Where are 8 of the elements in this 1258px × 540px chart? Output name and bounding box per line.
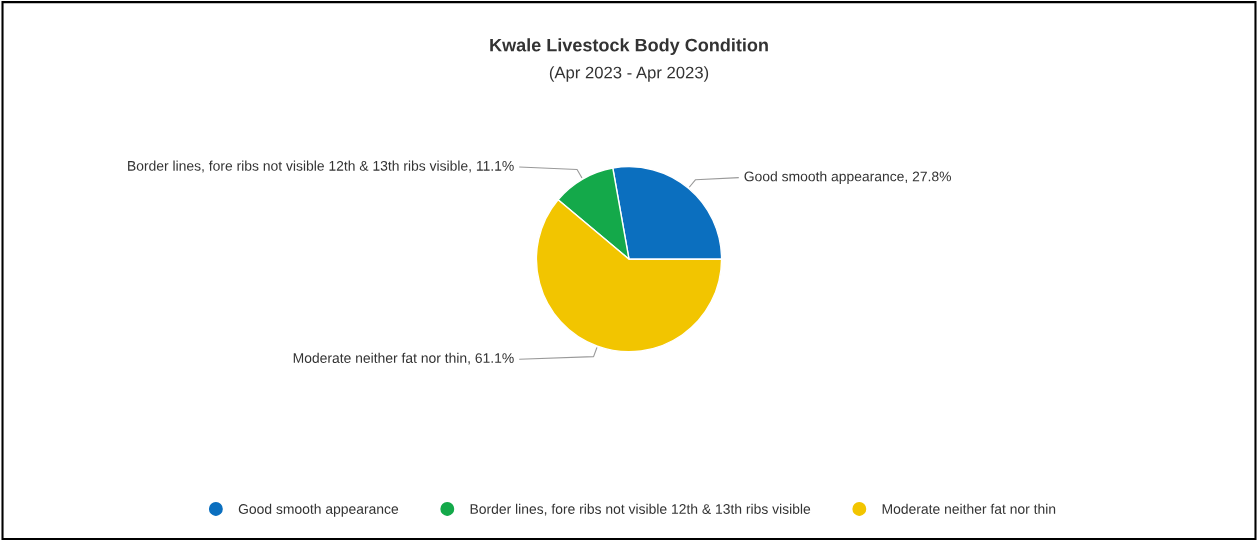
- data-label: Border lines, fore ribs not visible 12th & 13th ribs visible, 11.1%: [128, 160, 514, 173]
- legend-label: Good smooth appearance: [238, 503, 399, 517]
- chart-title: Kwale Livestock Body Condition: [490, 38, 768, 56]
- data-label: Moderate neither fat nor thin, 61.1%: [293, 352, 514, 365]
- legend-label: Border lines, fore ribs not visible 12th & 13th ribs visible: [470, 503, 811, 516]
- chart-subtitle: (Apr 2023 - Apr 2023): [549, 66, 709, 82]
- legend-label: Moderate neither fat nor thin: [882, 503, 1056, 514]
- data-label: Good smooth appearance, 27.8%: [744, 171, 951, 185]
